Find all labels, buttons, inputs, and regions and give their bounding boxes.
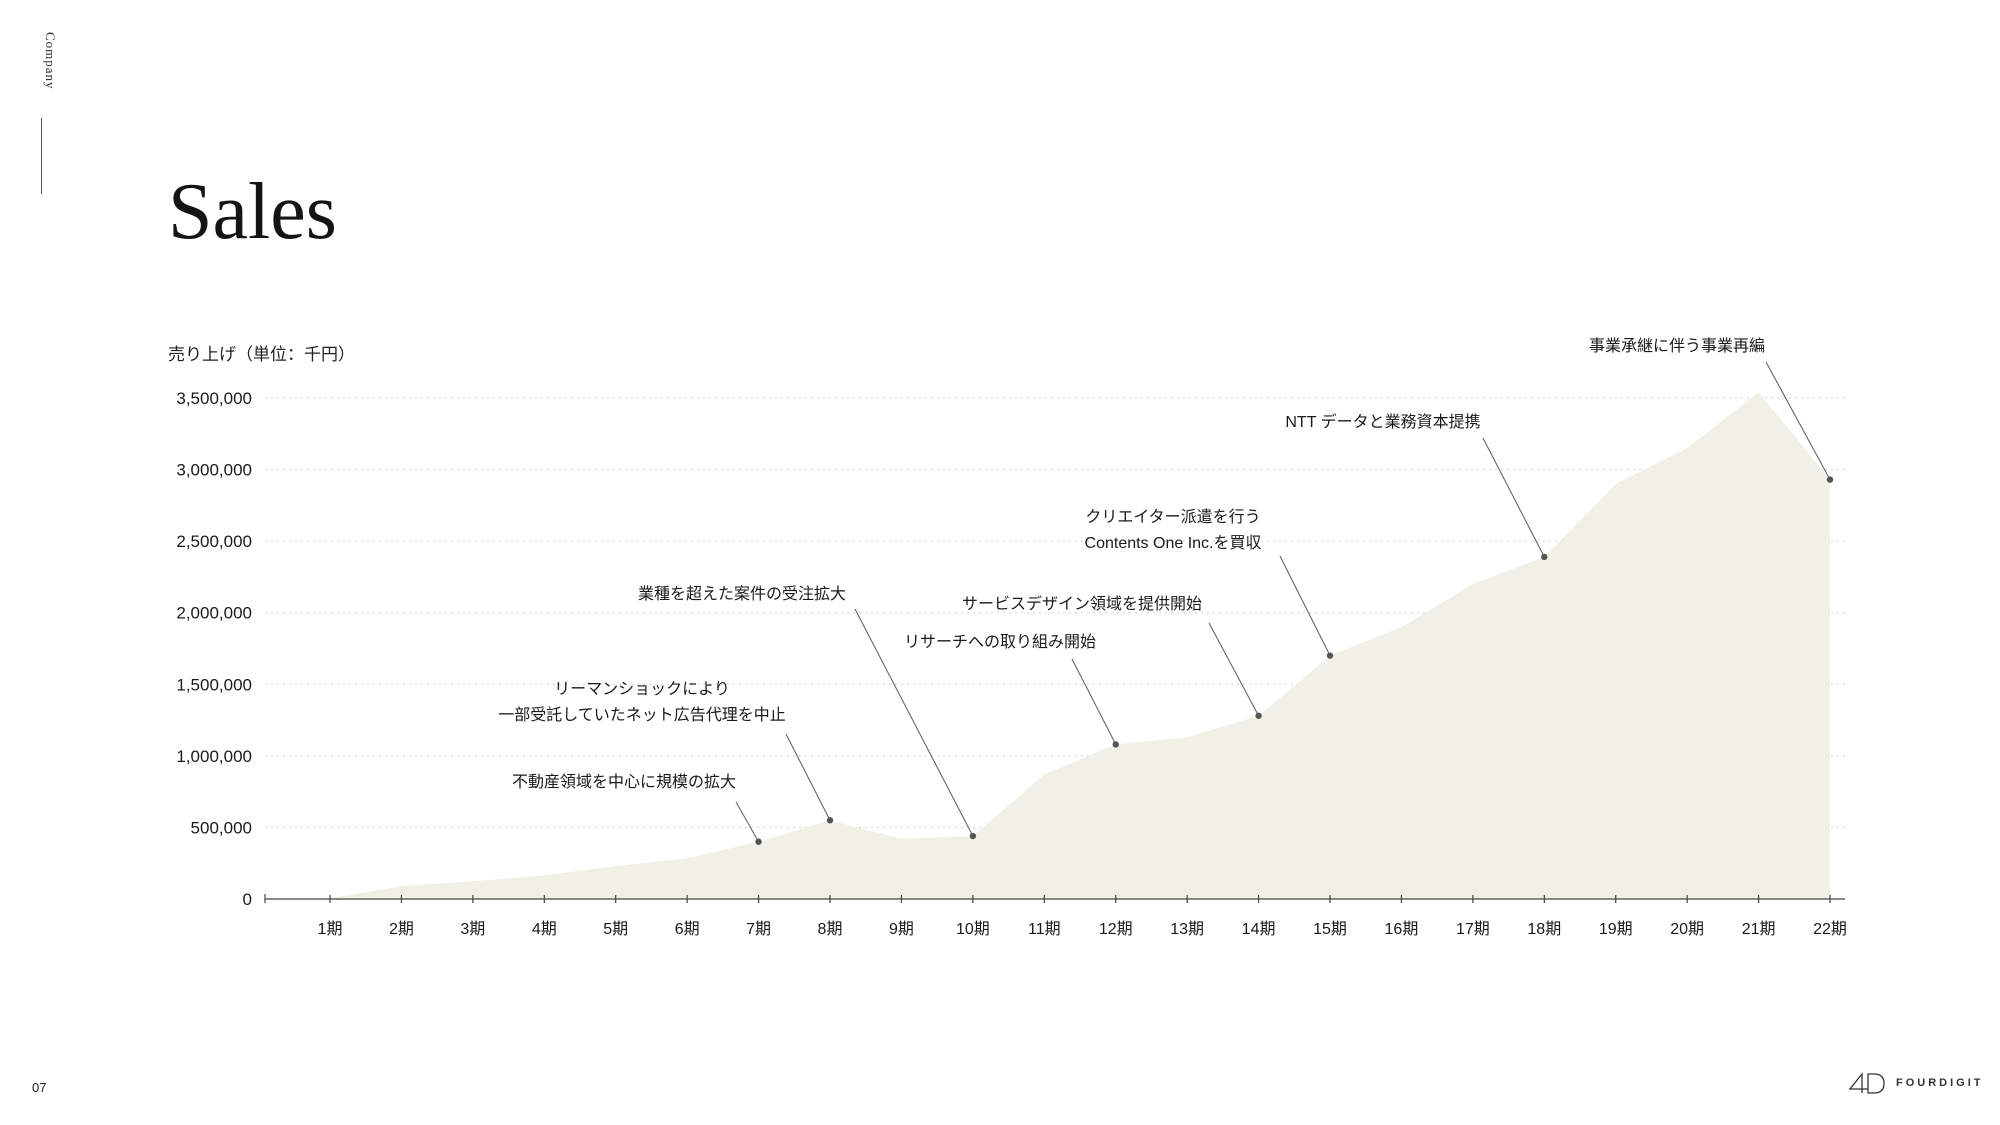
x-tick-label: 12期 — [1099, 920, 1133, 938]
annotation-leader — [785, 733, 831, 821]
annotation-leader — [1208, 622, 1260, 717]
y-tick-label: 2,500,000 — [176, 532, 252, 551]
x-tick-label: 8期 — [818, 920, 843, 938]
x-tick-label: 17期 — [1456, 920, 1490, 938]
x-tick-label: 9期 — [889, 920, 914, 938]
x-tick-label: 1期 — [318, 920, 343, 938]
annotation-text: リサーチへの取り組み開始 — [904, 633, 1096, 651]
annotation-text: Contents One Inc.を買収 — [1085, 534, 1262, 552]
page-title: Sales — [168, 168, 337, 256]
y-tick-label: 0 — [243, 890, 252, 909]
x-tick-label: 2期 — [389, 920, 414, 938]
fourdigit-logo: FOURDIGIT — [1848, 1072, 1984, 1094]
y-tick-label: 1,000,000 — [176, 747, 252, 766]
annotation-leader — [1279, 555, 1331, 656]
brand-name: FOURDIGIT — [1896, 1077, 1984, 1089]
y-tick-label: 500,000 — [191, 818, 252, 837]
x-tick-label: 18期 — [1527, 920, 1561, 938]
x-tick-label: 11期 — [1028, 920, 1061, 938]
annotation-text: 不動産領域を中心に規模の拡大 — [512, 773, 736, 791]
x-tick-label: 19期 — [1599, 920, 1633, 938]
annotation-marker — [1541, 553, 1548, 561]
y-tick-label: 3,500,000 — [176, 389, 252, 408]
annotation-marker — [1255, 712, 1262, 719]
y-tick-label: 1,500,000 — [176, 675, 252, 694]
annotation-text: 事業承継に伴う事業再編 — [1589, 337, 1765, 355]
y-tick-label: 3,000,000 — [176, 461, 252, 480]
x-tick-label: 5期 — [603, 920, 628, 938]
annotation-leader — [1482, 437, 1545, 558]
section-label: Company — [43, 32, 58, 90]
annotation-marker — [826, 817, 834, 824]
x-tick-label: 14期 — [1242, 920, 1276, 938]
annotation-text: クリエイター派遣を行う — [1085, 508, 1260, 526]
y-axis-label: 売り上げ（単位：千円） — [168, 345, 355, 364]
annotation-leader — [1071, 658, 1117, 745]
annotation-text: リーマンショックにより — [554, 680, 730, 698]
annotation-text: 一部受託していたネット広告代理を中止 — [498, 706, 786, 724]
annotation-text: NTT データと業務資本提携 — [1285, 412, 1480, 431]
annotation-marker — [1112, 741, 1119, 748]
x-tick-label: 21期 — [1742, 920, 1776, 938]
x-tick-label: 22期 — [1813, 920, 1847, 938]
x-tick-label: 20期 — [1670, 920, 1704, 938]
x-tick-label: 13期 — [1170, 920, 1204, 938]
y-tick-label: 2,000,000 — [176, 604, 252, 623]
x-tick-label: 15期 — [1313, 920, 1347, 938]
sales-area — [330, 392, 1831, 899]
brand-mark-icon — [1849, 1072, 1885, 1094]
x-tick-label: 16期 — [1385, 920, 1419, 938]
annotation-text: サービスデザイン領域を提供開始 — [962, 594, 1202, 613]
x-tick-label: 6期 — [675, 920, 700, 938]
section-divider — [41, 118, 42, 194]
annotation-marker — [1826, 476, 1834, 483]
annotation-marker — [969, 832, 977, 840]
page-number: 07 — [32, 1080, 47, 1095]
x-tick-label: 3期 — [460, 920, 485, 938]
annotation-leader — [1765, 361, 1831, 480]
x-tick-label: 7期 — [746, 920, 771, 938]
x-tick-label: 4期 — [532, 920, 557, 938]
annotation-leader — [854, 608, 974, 837]
x-tick-label: 10期 — [956, 920, 990, 938]
annotation-marker — [1326, 652, 1334, 659]
annotation-leader — [735, 801, 760, 843]
annotation-text: 業種を超えた案件の受注拡大 — [638, 585, 846, 603]
annotation-marker — [755, 838, 762, 845]
